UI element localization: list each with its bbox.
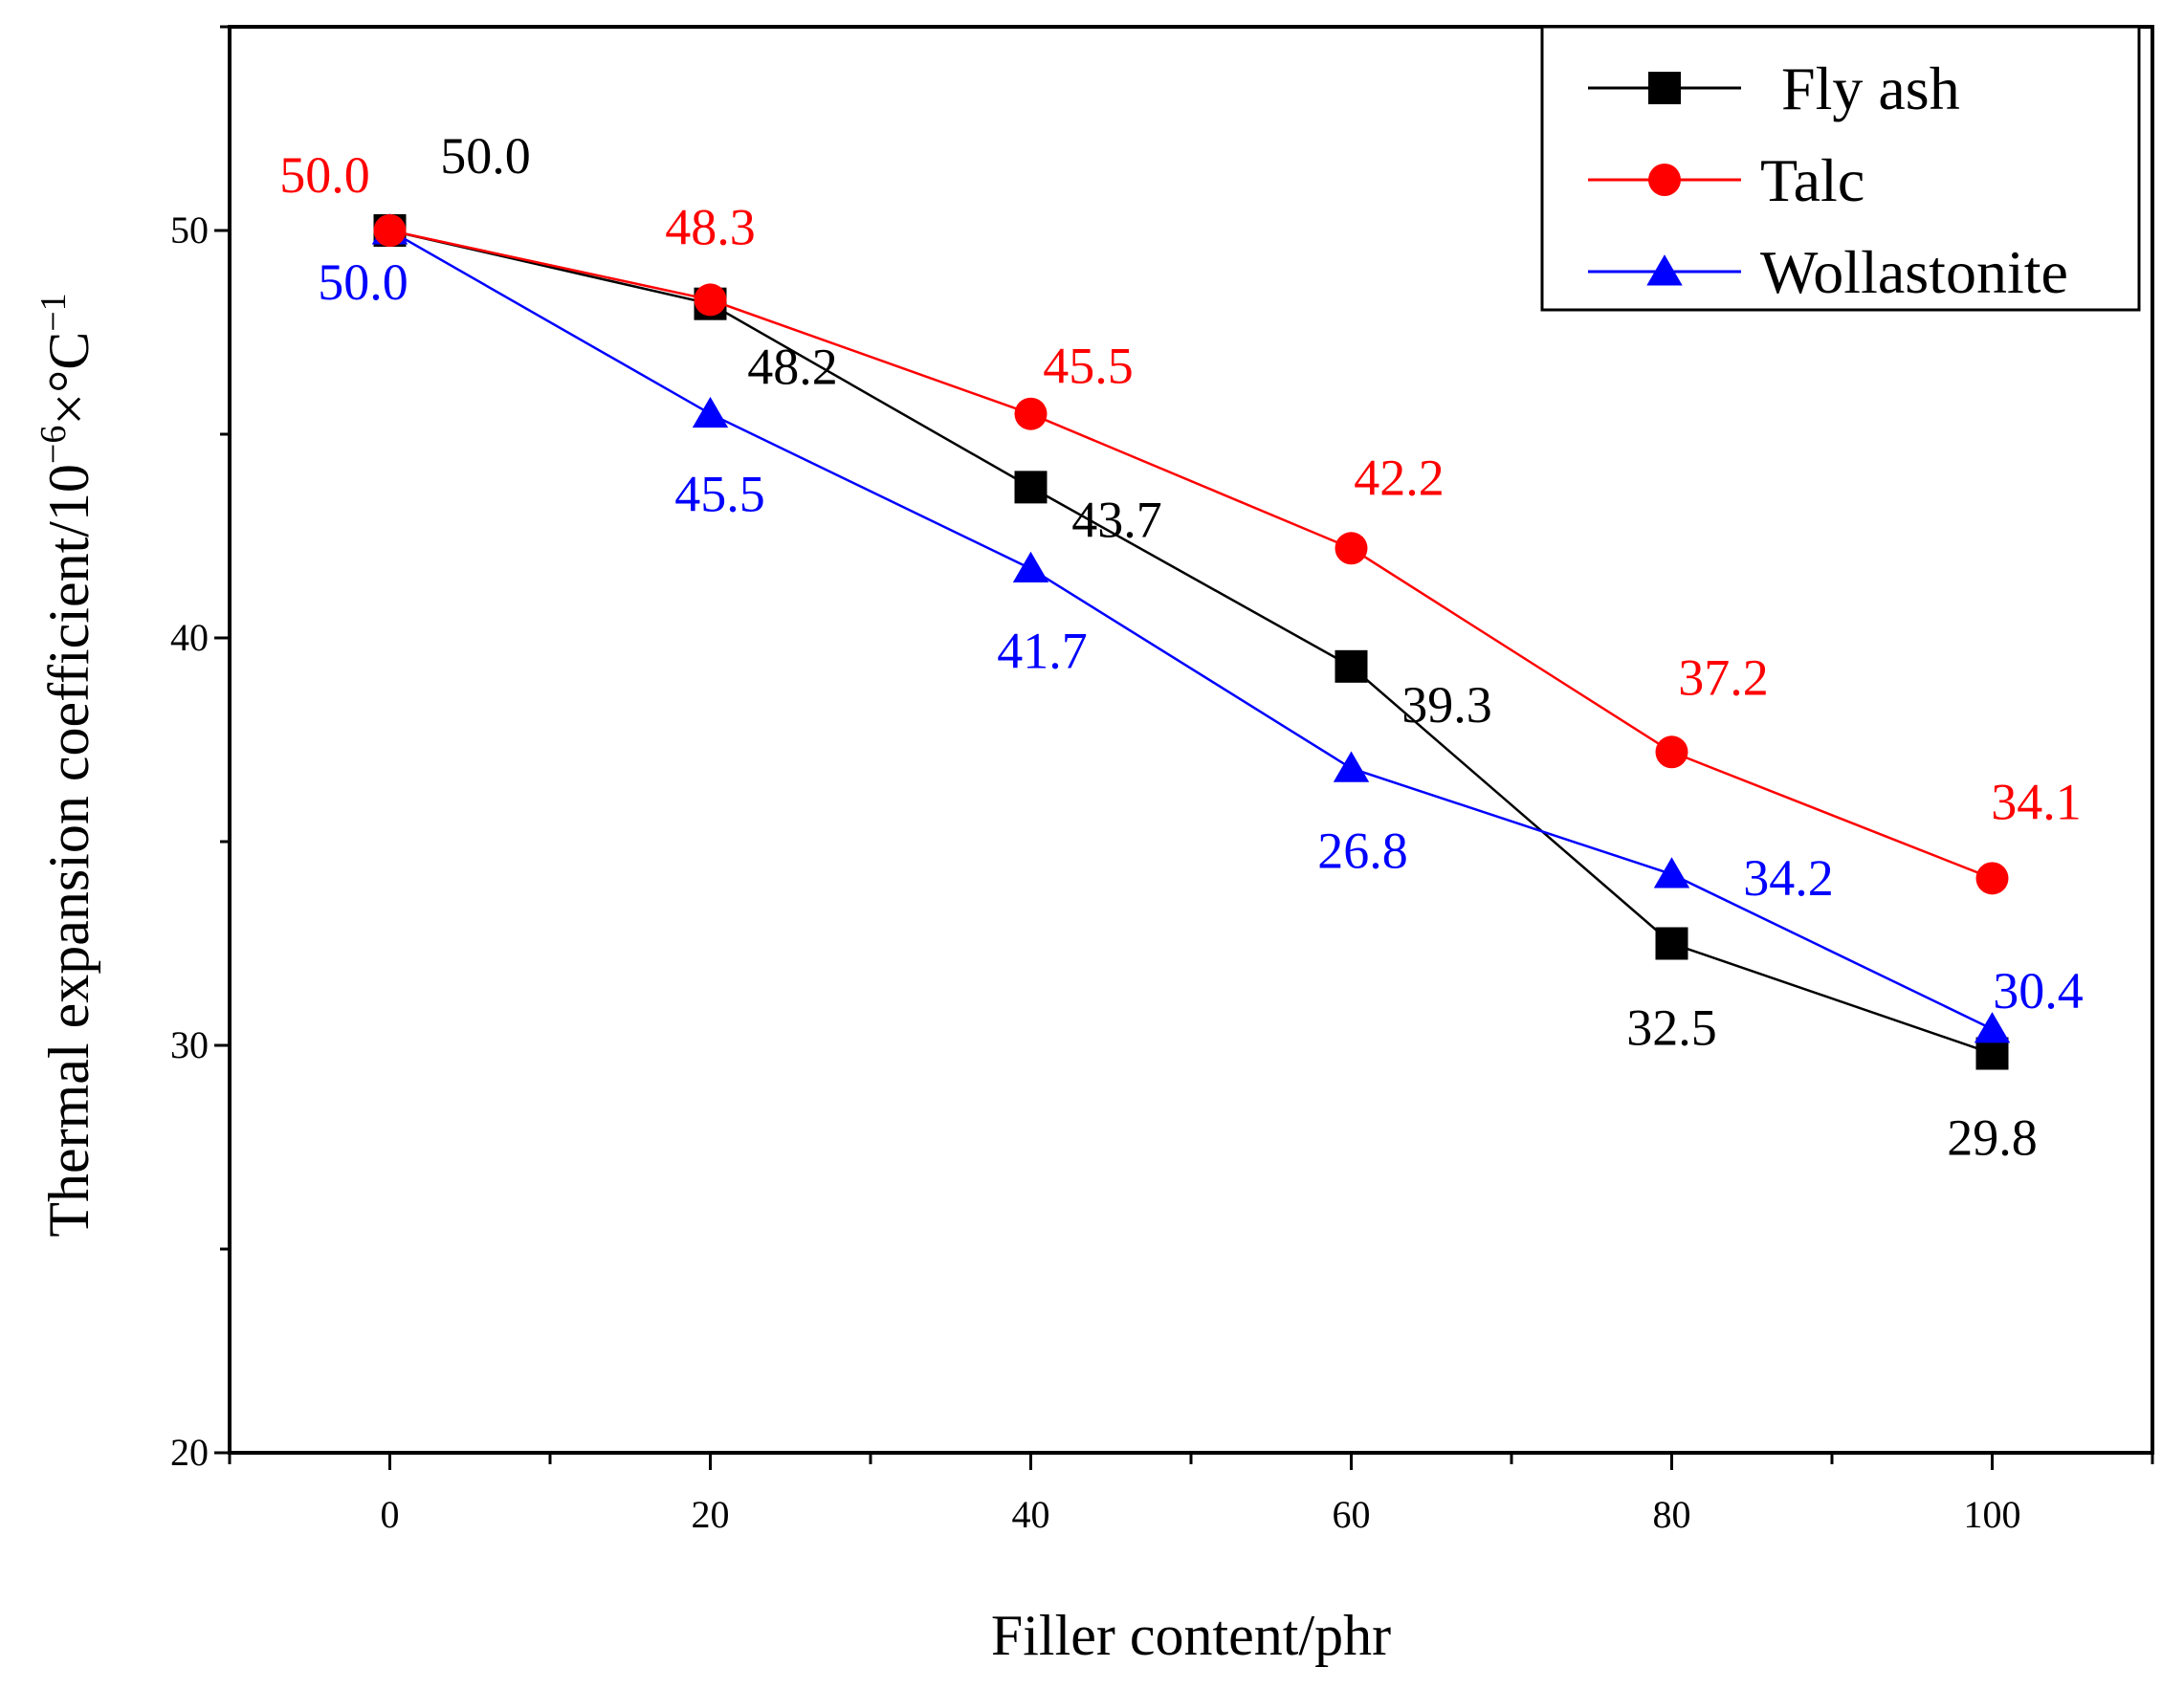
data-label: 34.1 <box>1991 773 2082 830</box>
x-tick-label: 0 <box>381 1493 400 1536</box>
data-point <box>692 396 729 428</box>
legend-label: Fly ash <box>1781 55 1960 122</box>
data-label: 42.2 <box>1354 449 1445 506</box>
data-label: 26.8 <box>1317 822 1408 879</box>
data-point <box>1012 551 1049 583</box>
legend-label: Wollastonite <box>1760 238 2068 306</box>
y-axis-title-exp: −6 <box>33 426 74 464</box>
series-layer <box>371 213 2011 1070</box>
series-talc <box>373 214 2009 895</box>
data-point <box>1975 862 2009 895</box>
data-label-layer: 50.0 48.2 43.7 39.3 32.5 29.8 50.0 48.3 45.5 42.2… <box>279 127 2084 1167</box>
legend-label: Talc <box>1760 146 1864 214</box>
series-line <box>389 229 1993 1055</box>
y-tick-label: 20 <box>170 1431 209 1474</box>
data-point <box>1655 735 1688 769</box>
y-tick-label: 30 <box>170 1023 209 1066</box>
data-label: 48.3 <box>665 198 756 255</box>
data-point <box>1335 649 1368 683</box>
data-label: 45.5 <box>674 466 765 523</box>
series-line <box>388 229 1994 1031</box>
data-label: 37.2 <box>1678 648 1769 706</box>
data-point <box>373 214 407 247</box>
data-label: 50.0 <box>440 127 531 185</box>
y-axis-title-main: Thermal expansion coefficient/10 <box>37 464 100 1238</box>
legend-entry-fly-ash: Fly ash <box>1588 55 1960 122</box>
data-label: 45.5 <box>1043 338 1134 395</box>
legend-box <box>1540 25 2141 312</box>
x-tick-label: 40 <box>1012 1493 1050 1536</box>
data-label: 41.7 <box>997 623 1088 680</box>
data-label: 43.7 <box>1071 491 1162 548</box>
data-label: 48.2 <box>747 339 838 396</box>
legend: Fly ash Talc Wollastonite <box>1540 25 2141 312</box>
x-tick-label: 80 <box>1653 1493 1691 1536</box>
series-line <box>389 229 1993 880</box>
data-point <box>1974 1012 2011 1043</box>
legend-entry-wollastonite: Wollastonite <box>1588 238 2068 306</box>
tick-layer: 0 20 40 60 80 100 20 30 40 50 <box>170 25 2154 1536</box>
data-label: 30.4 <box>1993 962 2084 1020</box>
data-point <box>1014 471 1048 504</box>
data-label: 50.0 <box>279 146 370 204</box>
data-point <box>1333 751 1370 782</box>
data-point <box>1014 397 1048 430</box>
x-tick-label: 20 <box>692 1493 730 1536</box>
data-label: 32.5 <box>1626 999 1717 1057</box>
legend-marker <box>1648 164 1681 196</box>
legend-marker <box>1646 254 1683 286</box>
data-label: 50.0 <box>318 253 408 311</box>
data-label: 34.2 <box>1743 849 1834 907</box>
data-point <box>1653 857 1690 888</box>
legend-entry-talc: Talc <box>1588 146 1864 214</box>
legend-marker <box>1648 72 1681 104</box>
y-axis-title: Thermal expansion coefficient/10−6×°C−1 <box>33 293 100 1237</box>
x-axis-title: Filler content/phr <box>991 1604 1391 1667</box>
y-tick-label: 40 <box>170 616 209 659</box>
data-point <box>1335 532 1368 565</box>
x-tick-label: 60 <box>1333 1493 1371 1536</box>
y-axis-title-unit-exp: −1 <box>33 293 74 331</box>
data-point <box>1655 927 1688 960</box>
y-tick-label: 50 <box>170 208 209 252</box>
data-label: 29.8 <box>1947 1109 2038 1167</box>
x-tick-label: 100 <box>1964 1493 2021 1536</box>
y-axis-title-unit: ×°C <box>37 332 100 426</box>
data-label: 39.3 <box>1401 676 1492 734</box>
data-point <box>694 283 727 317</box>
